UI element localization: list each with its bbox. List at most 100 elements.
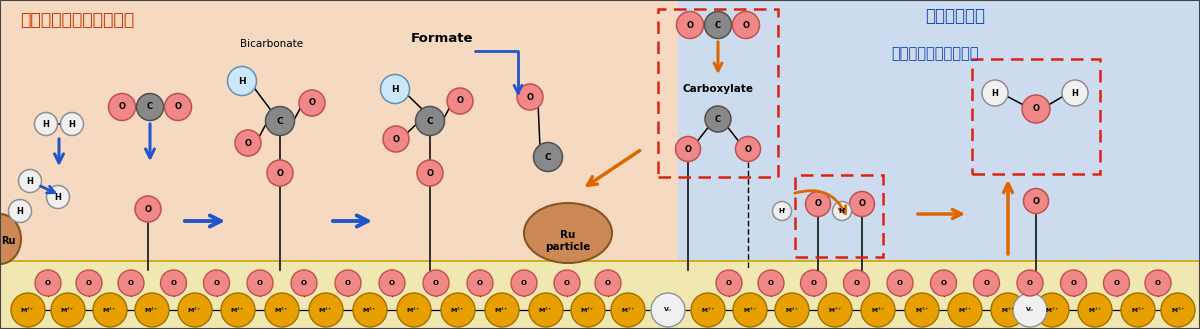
Text: M$^{3+}$: M$^{3+}$: [1045, 305, 1060, 315]
Text: O: O: [815, 199, 822, 209]
Text: O: O: [527, 92, 534, 102]
Text: O: O: [605, 280, 611, 286]
Text: O: O: [686, 20, 694, 30]
Text: O: O: [1027, 280, 1033, 286]
Circle shape: [611, 293, 646, 327]
Text: O: O: [743, 20, 750, 30]
Circle shape: [397, 293, 431, 327]
Bar: [796, 175, 883, 257]
Circle shape: [235, 130, 262, 156]
Text: Ru
particle: Ru particle: [545, 230, 590, 252]
Text: H: H: [26, 176, 34, 186]
Text: O: O: [984, 280, 990, 286]
Text: M$^{4+}$: M$^{4+}$: [318, 305, 334, 315]
Text: O: O: [392, 135, 400, 143]
Circle shape: [335, 270, 361, 296]
Text: O: O: [684, 144, 691, 154]
Text: H: H: [391, 85, 398, 93]
Circle shape: [704, 12, 732, 38]
Text: O: O: [744, 144, 751, 154]
Circle shape: [571, 293, 605, 327]
Text: M$^{3+}$: M$^{3+}$: [1087, 305, 1103, 315]
Circle shape: [716, 270, 742, 296]
Circle shape: [422, 270, 449, 296]
Text: O: O: [1154, 280, 1162, 286]
Text: 従来技術（高温に加熱）: 従来技術（高温に加熱）: [20, 11, 134, 29]
Circle shape: [691, 293, 725, 327]
Text: M$^{4+}$: M$^{4+}$: [407, 305, 421, 315]
Text: C: C: [277, 116, 283, 125]
Text: M$^{3+}$: M$^{3+}$: [828, 305, 842, 315]
Circle shape: [887, 270, 913, 296]
Bar: [678, 0, 1200, 329]
Circle shape: [1024, 189, 1049, 214]
Text: 早大新規手法: 早大新規手法: [925, 7, 985, 25]
Text: O: O: [214, 280, 220, 286]
Circle shape: [353, 293, 386, 327]
Circle shape: [1022, 95, 1050, 123]
Circle shape: [529, 293, 563, 327]
Bar: [658, 9, 778, 177]
Circle shape: [1078, 293, 1112, 327]
Text: H: H: [991, 89, 998, 97]
Circle shape: [676, 137, 701, 162]
Circle shape: [1121, 293, 1154, 327]
Circle shape: [266, 160, 293, 186]
Circle shape: [60, 113, 84, 136]
Circle shape: [1062, 80, 1088, 106]
Text: M$^{4+}$: M$^{4+}$: [187, 305, 203, 315]
Text: H: H: [17, 207, 24, 215]
Ellipse shape: [0, 214, 22, 264]
Text: O: O: [301, 280, 307, 286]
Text: M$^{3+}$: M$^{3+}$: [620, 305, 635, 315]
Circle shape: [415, 107, 444, 136]
Text: C: C: [545, 153, 551, 162]
Circle shape: [1104, 270, 1129, 296]
Text: O: O: [521, 280, 527, 286]
Text: M$^{3+}$: M$^{3+}$: [701, 305, 715, 315]
Circle shape: [833, 201, 852, 220]
Circle shape: [11, 293, 46, 327]
Circle shape: [805, 191, 830, 216]
Text: H': H': [838, 208, 846, 214]
Circle shape: [1145, 270, 1171, 296]
Text: O: O: [1070, 280, 1076, 286]
Circle shape: [35, 113, 58, 136]
Circle shape: [134, 196, 161, 222]
Circle shape: [50, 293, 85, 327]
Circle shape: [930, 270, 956, 296]
Circle shape: [247, 270, 274, 296]
Text: H: H: [68, 119, 76, 129]
Text: O: O: [478, 280, 482, 286]
Text: H': H': [778, 208, 786, 214]
Circle shape: [733, 293, 767, 327]
Circle shape: [775, 293, 809, 327]
Circle shape: [511, 270, 538, 296]
Circle shape: [379, 270, 406, 296]
Text: H: H: [238, 77, 246, 86]
Text: C: C: [427, 116, 433, 125]
Bar: [0, 261, 1200, 329]
Text: M$^{4+}$: M$^{4+}$: [144, 305, 160, 315]
Text: M$^{3+}$: M$^{3+}$: [871, 305, 886, 315]
Circle shape: [221, 293, 256, 327]
Text: O: O: [456, 96, 463, 106]
Text: O: O: [858, 199, 865, 209]
Text: M$^{4+}$: M$^{4+}$: [102, 305, 118, 315]
Text: O: O: [170, 280, 176, 286]
Bar: [972, 59, 1100, 174]
Circle shape: [800, 270, 827, 296]
Ellipse shape: [524, 203, 612, 263]
Text: Bicarbonate: Bicarbonate: [240, 39, 304, 49]
Circle shape: [595, 270, 622, 296]
Text: O: O: [810, 280, 816, 286]
Circle shape: [299, 90, 325, 116]
Circle shape: [1018, 270, 1043, 296]
Circle shape: [650, 293, 685, 327]
Text: M$^{4+}$: M$^{4+}$: [450, 305, 466, 315]
Circle shape: [178, 293, 212, 327]
Text: C: C: [715, 114, 721, 123]
Circle shape: [18, 169, 42, 192]
Circle shape: [228, 66, 257, 95]
Text: O: O: [276, 168, 283, 178]
